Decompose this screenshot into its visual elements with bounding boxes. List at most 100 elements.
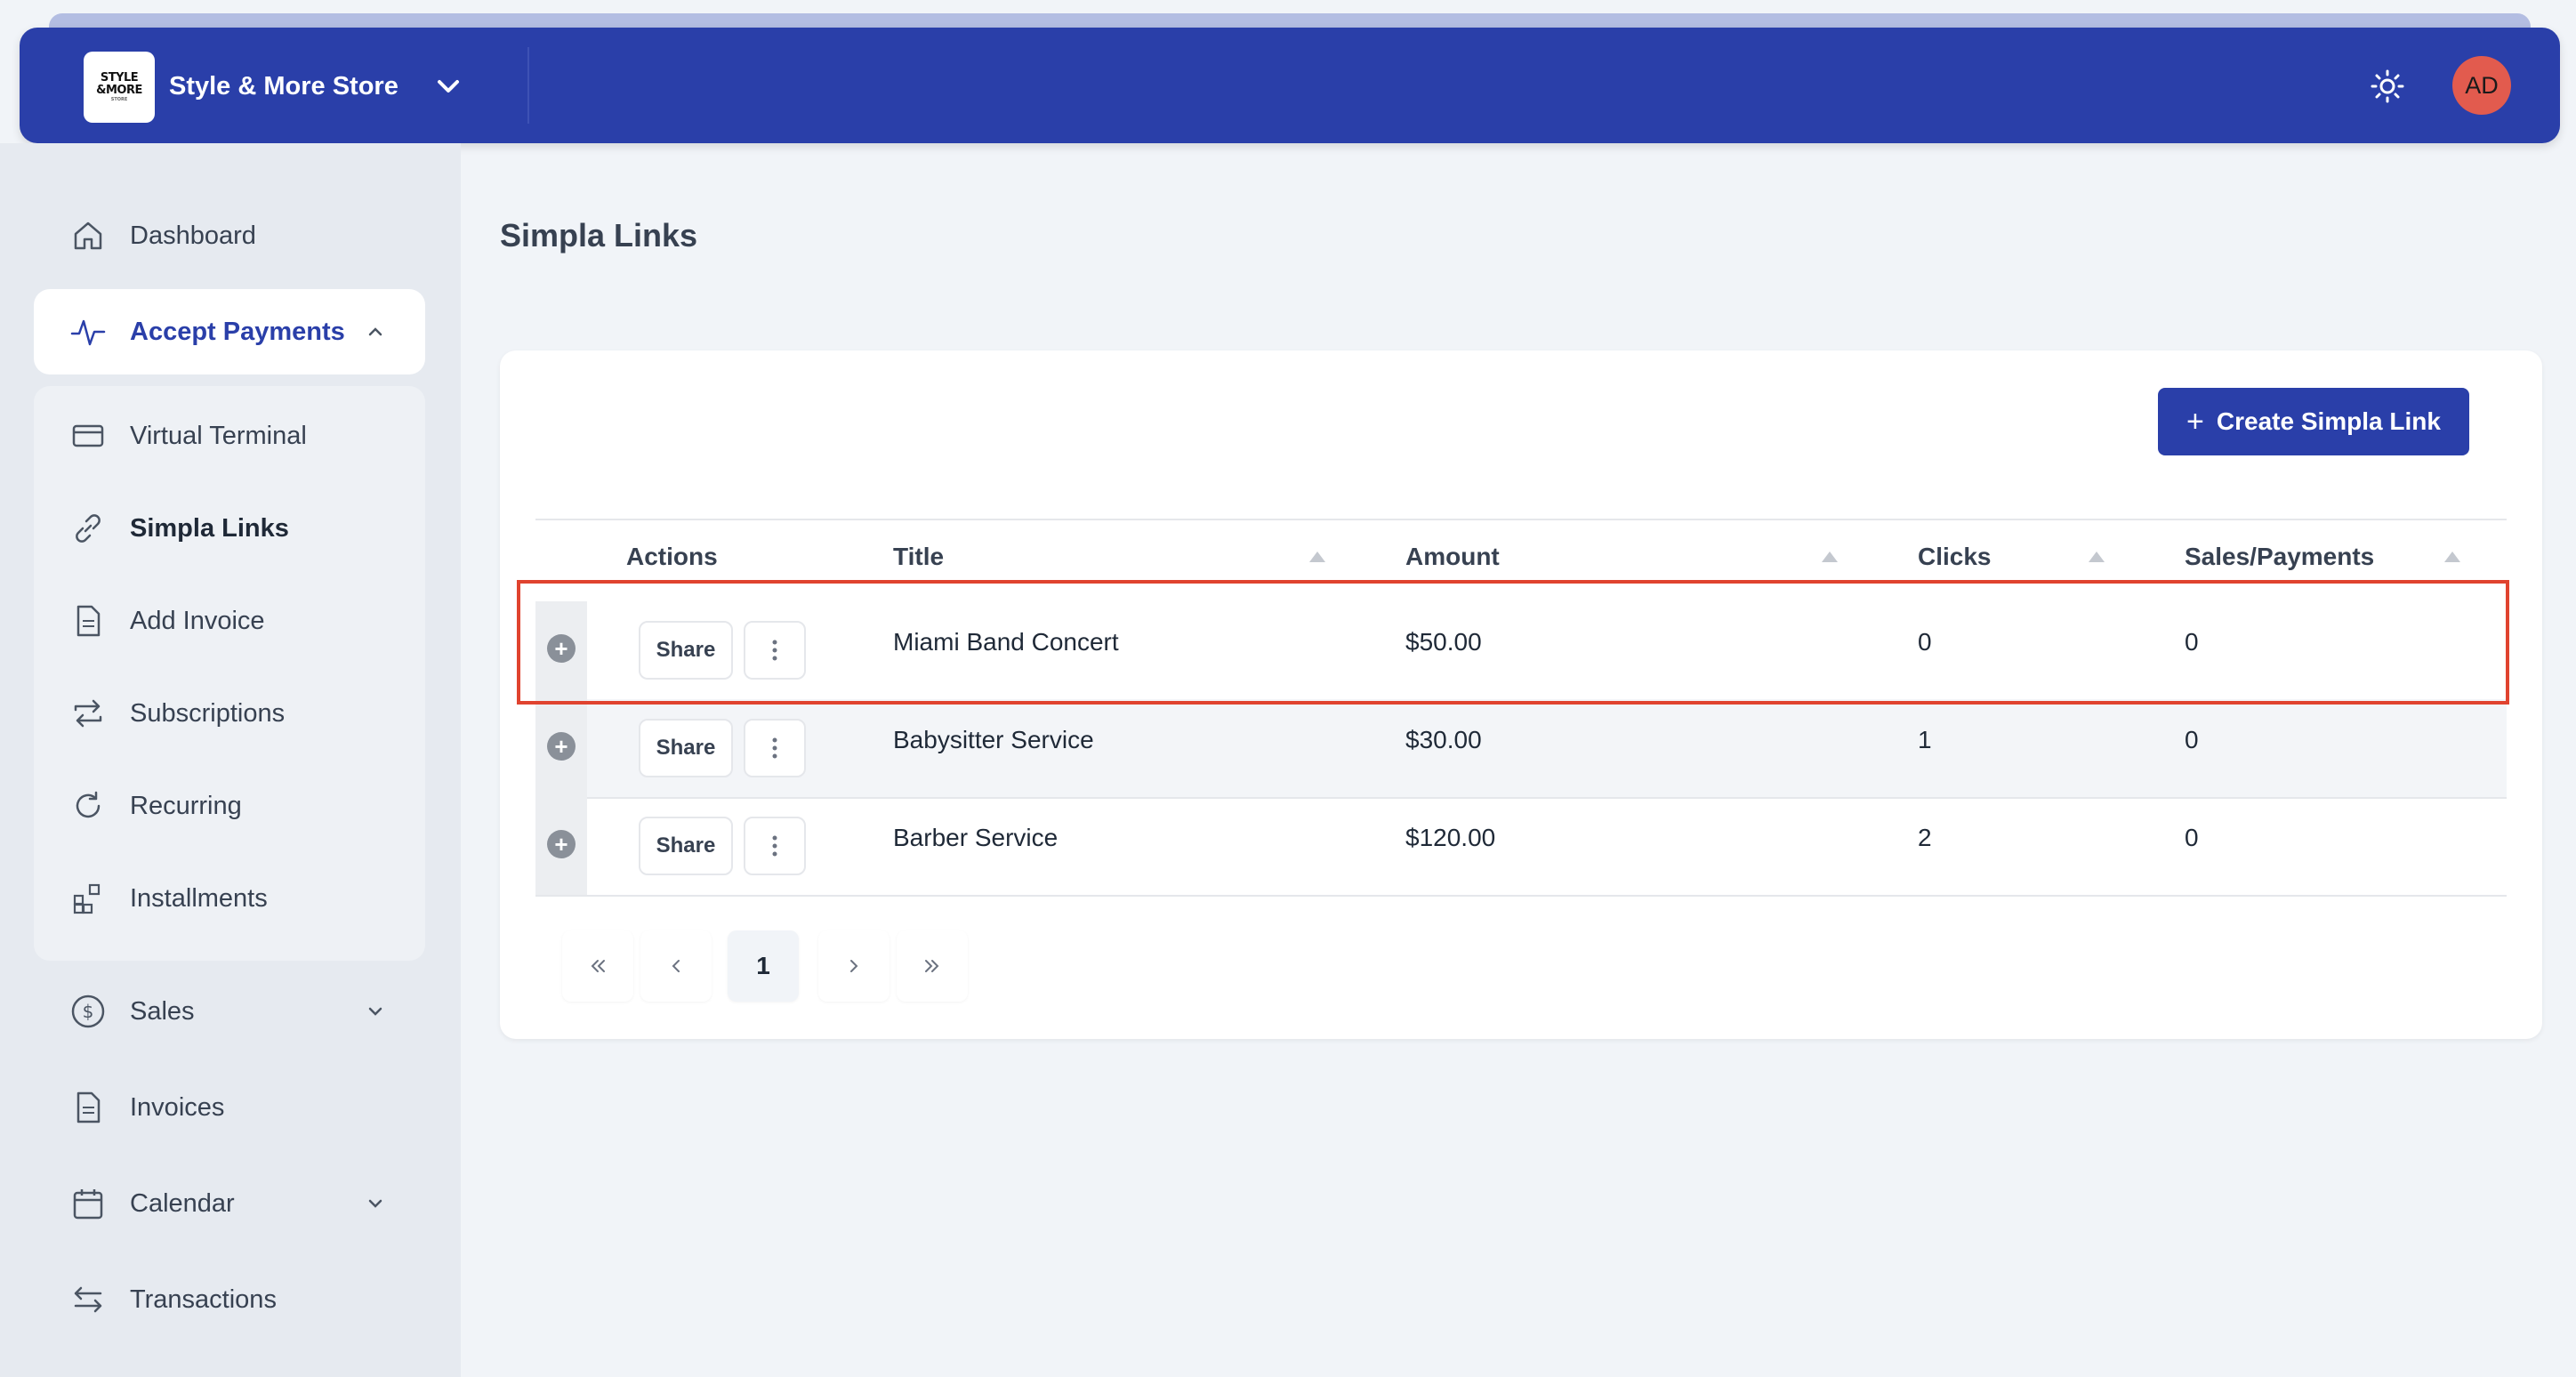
page-title: Simpla Links — [500, 217, 698, 254]
cell-clicks: 0 — [1918, 628, 1932, 656]
previous-page-button[interactable] — [640, 930, 712, 1002]
cell-clicks: 1 — [1918, 726, 1932, 753]
dollar-circle-icon: $ — [68, 991, 109, 1032]
sort-clicks-icon[interactable] — [2089, 552, 2105, 562]
accept-payments-submenu: Virtual Terminal Simpla Links Add Invoic… — [34, 386, 425, 961]
chevron-up-icon — [363, 319, 388, 344]
row-expander[interactable]: + — [535, 699, 587, 797]
expand-plus-circle-icon[interactable]: + — [547, 634, 576, 663]
svg-text:$: $ — [83, 1001, 94, 1022]
plus-icon: + — [2186, 404, 2204, 439]
chevron-down-icon — [363, 1191, 388, 1216]
logo-text-line1: STYLE — [100, 71, 139, 85]
chevron-down-icon[interactable] — [431, 68, 466, 104]
chevron-down-icon — [363, 999, 388, 1024]
sidebar-label: Invoices — [130, 1092, 225, 1122]
cell-sales: 0 — [2185, 824, 2199, 851]
sidebar-item-subscriptions[interactable]: Subscriptions — [34, 671, 425, 756]
column-header-sales-payments[interactable]: Sales/Payments — [2185, 543, 2375, 570]
sort-sales-icon[interactable] — [2444, 552, 2460, 562]
sidebar-label: Calendar — [130, 1188, 235, 1218]
last-page-button[interactable] — [897, 930, 968, 1002]
vertical-dots-icon — [772, 835, 777, 857]
sidebar-item-calendar[interactable]: Calendar — [34, 1161, 425, 1246]
expand-plus-circle-icon[interactable]: + — [547, 732, 576, 761]
credit-card-icon — [68, 415, 109, 456]
sidebar-item-add-invoice[interactable]: Add Invoice — [34, 578, 425, 664]
share-button[interactable]: Share — [639, 621, 733, 680]
table-row[interactable]: + Share Babysitter Service $30.00 1 0 — [535, 699, 2507, 799]
sidebar-label: Dashboard — [130, 221, 256, 250]
calendar-icon — [68, 1183, 109, 1224]
store-logo[interactable]: STYLE &MORE STORE — [84, 52, 155, 123]
table-top-border — [535, 519, 2507, 520]
cell-title: Barber Service — [893, 824, 1059, 851]
sort-title-icon[interactable] — [1309, 552, 1325, 562]
home-icon — [68, 215, 109, 256]
column-header-clicks[interactable]: Clicks — [1918, 543, 1992, 570]
cell-amount: $30.00 — [1405, 726, 1482, 753]
cell-amount: $120.00 — [1405, 824, 1496, 851]
create-simpla-link-button[interactable]: + Create Simpla Link — [2158, 388, 2469, 455]
sidebar-item-invoices[interactable]: Invoices — [34, 1065, 425, 1150]
cell-amount: $50.00 — [1405, 628, 1482, 656]
column-header-title[interactable]: Title — [893, 543, 945, 570]
share-button[interactable]: Share — [639, 817, 733, 875]
sort-amount-icon[interactable] — [1822, 552, 1838, 562]
link-icon — [68, 508, 109, 549]
create-button-label: Create Simpla Link — [2216, 407, 2441, 435]
activity-pulse-icon — [68, 311, 109, 352]
user-avatar[interactable]: AD — [2452, 56, 2511, 115]
sidebar-item-installments[interactable]: Installments — [34, 856, 425, 941]
refresh-icon — [68, 785, 109, 826]
more-options-button[interactable] — [744, 817, 806, 875]
sidebar-item-virtual-terminal[interactable]: Virtual Terminal — [34, 393, 425, 479]
selected-row-highlight — [517, 580, 2509, 705]
sidebar-label: Transactions — [130, 1284, 277, 1314]
page-number-current[interactable]: 1 — [728, 930, 799, 1002]
sidebar-item-simpla-links[interactable]: Simpla Links — [34, 486, 425, 571]
sidebar-item-transactions[interactable]: Transactions — [34, 1257, 425, 1342]
sidebar-label: Installments — [130, 883, 268, 913]
first-page-button[interactable] — [562, 930, 633, 1002]
document-icon — [68, 1087, 109, 1128]
next-page-button[interactable] — [818, 930, 890, 1002]
vertical-dots-icon — [772, 737, 777, 759]
sidebar-item-recurring[interactable]: Recurring — [34, 763, 425, 849]
vertical-dots-icon — [772, 640, 777, 661]
cell-sales: 0 — [2185, 726, 2199, 753]
logo-text-line3: STORE — [110, 97, 128, 102]
row-expander[interactable]: + — [535, 601, 587, 699]
theme-toggle-sun-icon[interactable] — [2368, 67, 2407, 106]
more-options-button[interactable] — [744, 719, 806, 777]
chevron-right-icon — [850, 960, 858, 972]
cell-sales: 0 — [2185, 628, 2199, 656]
document-icon — [68, 600, 109, 641]
double-chevron-right-icon — [925, 960, 939, 972]
top-header: STYLE &MORE STORE Style & More Store AD — [20, 28, 2560, 143]
sidebar-item-sales[interactable]: $ Sales — [34, 969, 425, 1054]
logo-text-line2: &MORE — [96, 84, 142, 97]
expand-plus-circle-icon[interactable]: + — [547, 830, 576, 858]
header-divider — [527, 47, 529, 124]
share-button[interactable]: Share — [639, 719, 733, 777]
cell-clicks: 2 — [1918, 824, 1932, 851]
column-header-actions: Actions — [626, 543, 718, 570]
sidebar-item-dashboard[interactable]: Dashboard — [34, 193, 425, 278]
blocks-icon — [68, 878, 109, 919]
sidebar-item-accept-payments[interactable]: Accept Payments — [34, 289, 425, 374]
double-chevron-left-icon — [591, 960, 605, 972]
column-header-amount[interactable]: Amount — [1405, 543, 1500, 570]
sidebar-label: Sales — [130, 996, 195, 1026]
sidebar-label: Subscriptions — [130, 698, 286, 728]
more-options-button[interactable] — [744, 621, 806, 680]
store-name[interactable]: Style & More Store — [169, 72, 398, 101]
arrows-swap-icon — [68, 693, 109, 734]
cell-title: Miami Band Concert — [893, 628, 1119, 656]
sidebar-label: Simpla Links — [130, 513, 289, 543]
table-row[interactable]: + Share Barber Service $120.00 2 0 — [535, 797, 2507, 897]
transfer-arrows-icon — [68, 1279, 109, 1320]
row-expander[interactable]: + — [535, 797, 587, 895]
simpla-links-card: + Create Simpla Link Actions Title Amoun… — [500, 350, 2542, 1039]
sidebar-label: Accept Payments — [130, 317, 345, 346]
